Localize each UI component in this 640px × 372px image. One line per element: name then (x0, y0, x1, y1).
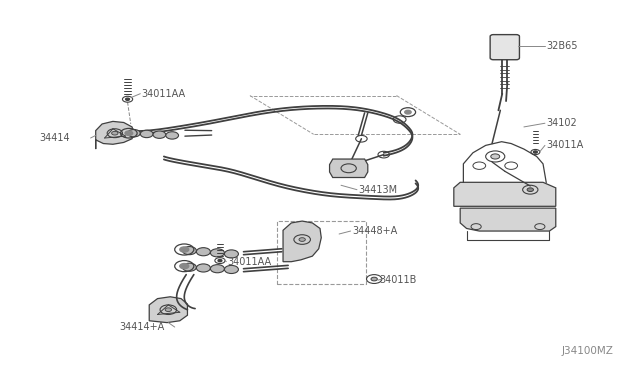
Circle shape (404, 110, 411, 114)
Text: 34414: 34414 (40, 133, 70, 143)
Circle shape (211, 264, 225, 273)
Text: J34100MZ: J34100MZ (561, 346, 613, 356)
Polygon shape (330, 159, 368, 177)
Text: 34011AA: 34011AA (141, 89, 186, 99)
Text: 32B65: 32B65 (546, 41, 578, 51)
Circle shape (527, 188, 534, 192)
Polygon shape (283, 221, 321, 262)
Circle shape (153, 131, 166, 138)
Circle shape (299, 238, 305, 241)
Circle shape (182, 263, 196, 271)
Circle shape (196, 248, 211, 256)
Circle shape (491, 154, 500, 159)
Circle shape (166, 132, 179, 139)
Circle shape (127, 129, 140, 137)
FancyBboxPatch shape (490, 35, 520, 60)
Circle shape (211, 249, 225, 257)
Polygon shape (454, 182, 556, 206)
Circle shape (534, 151, 538, 153)
Circle shape (196, 264, 211, 272)
Text: 34448+A: 34448+A (352, 226, 397, 236)
Polygon shape (460, 208, 556, 231)
Circle shape (140, 130, 153, 138)
Polygon shape (96, 121, 134, 149)
Circle shape (111, 131, 118, 135)
Polygon shape (149, 297, 188, 323)
Text: 34011A: 34011A (546, 140, 584, 150)
Circle shape (165, 308, 172, 311)
Bar (276, 221, 366, 284)
Text: 34102: 34102 (546, 118, 577, 128)
Circle shape (225, 265, 239, 273)
Circle shape (125, 131, 132, 135)
Circle shape (371, 277, 378, 281)
Text: 34011AA: 34011AA (228, 257, 272, 267)
Text: 34413M: 34413M (358, 185, 397, 195)
Text: 34414+A: 34414+A (119, 322, 164, 332)
Circle shape (180, 263, 189, 269)
Text: 34011B: 34011B (380, 275, 417, 285)
Circle shape (225, 250, 239, 258)
Circle shape (218, 260, 222, 262)
Circle shape (125, 98, 129, 100)
Circle shape (182, 247, 196, 255)
Circle shape (180, 247, 189, 252)
